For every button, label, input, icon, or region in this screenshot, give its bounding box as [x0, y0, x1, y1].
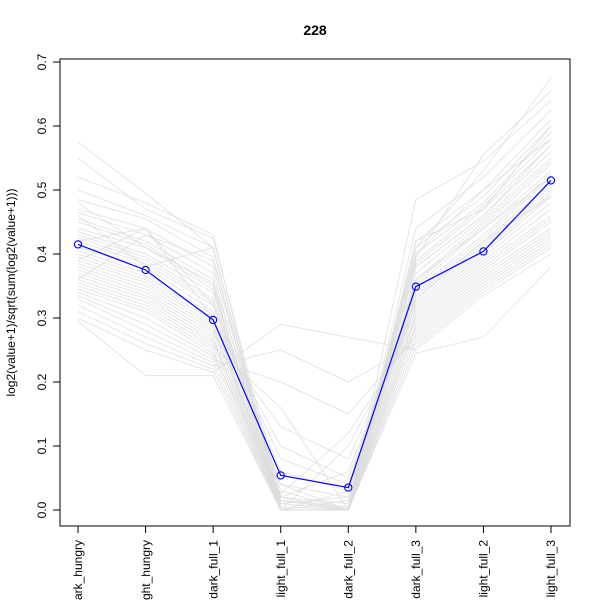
background-series-line [77, 119, 552, 511]
background-series-line [77, 125, 552, 511]
background-series-line [77, 176, 552, 511]
background-series-line [77, 218, 552, 511]
highlight-series-group [73, 176, 556, 492]
background-series-line [77, 160, 552, 498]
highlight-data-point [73, 240, 83, 249]
y-tick-label: 0.6 [35, 117, 49, 134]
y-tick-label: 0.2 [35, 373, 49, 390]
background-series-line [77, 100, 552, 511]
background-series-line [77, 109, 552, 511]
background-series-line [77, 192, 552, 498]
x-axis: ark_hungry ght_hungry dark_full_1 light_ful… [71, 525, 558, 600]
background-series-line [77, 253, 552, 373]
x-tick-label: dark_full_3 [409, 540, 423, 599]
highlight-data-point [276, 471, 285, 480]
y-tick-label: 0.5 [35, 181, 49, 198]
background-series-line [77, 132, 552, 511]
highlight-data-point [411, 282, 421, 291]
background-series-line [77, 231, 552, 495]
background-series-group [77, 77, 552, 512]
y-axis: 0.0 0.1 0.2 0.3 0.4 0.5 0.6 0.7 [35, 53, 61, 518]
background-series-line [77, 138, 552, 511]
background-series-line [77, 237, 552, 415]
y-tick-label: 0.1 [35, 437, 49, 454]
highlight-series-line [77, 179, 552, 489]
x-tick-label: dark_full_2 [341, 540, 355, 599]
y-tick-label: 0.0 [35, 501, 49, 518]
background-series-line [77, 266, 552, 511]
highlight-data-point [546, 176, 556, 185]
background-series-line [77, 138, 552, 511]
background-series-line [77, 186, 552, 479]
background-series-line [77, 77, 552, 511]
background-series-line [77, 202, 552, 460]
x-tick-label: ark_hungry [71, 540, 85, 600]
x-tick-label: light_full_3 [544, 540, 558, 598]
y-tick-label: 0.7 [35, 53, 49, 70]
background-series-line [77, 247, 552, 511]
background-series-line [77, 243, 552, 383]
highlight-data-point [208, 315, 218, 325]
background-series-line [77, 144, 552, 505]
background-series-line [77, 176, 552, 486]
chart-title: 228 [303, 22, 327, 38]
x-tick-label: dark_full_1 [206, 540, 220, 599]
x-tick-label: light_full_2 [477, 540, 491, 598]
background-series-line [77, 208, 552, 511]
background-series-line [77, 125, 552, 511]
highlight-data-point [344, 483, 353, 492]
y-axis-label: log2(value+1)/sqrt(sum(log2(value+1))) [4, 188, 18, 396]
x-tick-label: ght_hungry [139, 540, 153, 600]
highlight-data-point [141, 265, 150, 275]
y-tick-label: 0.3 [35, 309, 49, 326]
highlight-data-point [479, 247, 488, 256]
background-series-line [77, 221, 552, 512]
y-tick-label: 0.4 [35, 245, 49, 262]
background-series-line [77, 144, 552, 511]
x-tick-label: light_full_1 [274, 540, 288, 598]
